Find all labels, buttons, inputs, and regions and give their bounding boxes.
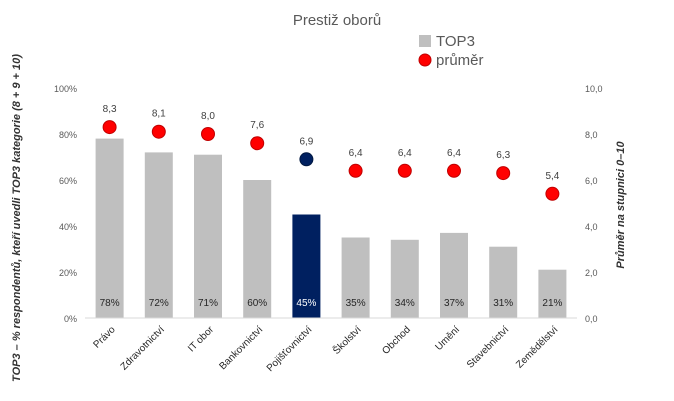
avg-value-label: 8,1 xyxy=(152,109,166,120)
category-label: Právo xyxy=(91,324,118,351)
y-tick-label: 60% xyxy=(59,176,77,186)
y2-axis-label: Průměr na stupnici 0–10 xyxy=(615,141,627,269)
bar-value-label: 37% xyxy=(444,298,464,309)
avg-marker xyxy=(299,152,314,167)
avg-value-label: 6,4 xyxy=(349,148,363,159)
y-tick-label: 80% xyxy=(59,130,77,140)
bar xyxy=(243,180,272,318)
x-axis-categories: Právo Zdravotnictví IT obor Bankovnictví Poj… xyxy=(91,323,560,374)
legend-top3-label: TOP3 xyxy=(436,33,475,50)
bar-value-label: 31% xyxy=(493,298,513,309)
category-label: Zdravotnictví xyxy=(119,324,167,372)
marker-data-labels: 8,3 8,1 8,0 7,6 6,9 6,4 6,4 6,4 6,3 5,4 xyxy=(103,104,560,182)
bar xyxy=(194,154,222,318)
bar xyxy=(292,214,321,318)
bar xyxy=(440,232,468,318)
bar xyxy=(144,152,173,318)
bar-value-label: 34% xyxy=(395,298,415,309)
bar-value-label: 35% xyxy=(346,298,366,309)
y2-tick-label: 8,0 xyxy=(585,130,598,140)
y-tick-label: 0% xyxy=(64,314,77,324)
y-tick-label: 100% xyxy=(54,84,77,94)
bar xyxy=(489,246,518,318)
avg-marker xyxy=(545,186,560,201)
bar-value-label: 71% xyxy=(198,298,218,309)
bar xyxy=(390,239,419,318)
y2-tick-label: 10,0 xyxy=(585,84,603,94)
chart-title: Prestiž oborů xyxy=(293,12,381,29)
y-tick-label: 20% xyxy=(59,268,77,278)
bar-series xyxy=(95,138,567,318)
avg-marker xyxy=(397,163,412,178)
category-label: Školství xyxy=(330,323,364,357)
bar xyxy=(341,237,370,318)
y-axis-ticks: 0% 20% 40% 60% 80% 100% xyxy=(54,84,77,324)
avg-marker xyxy=(348,163,363,178)
avg-value-label: 7,6 xyxy=(250,120,264,131)
bar-value-label: 60% xyxy=(247,298,267,309)
avg-value-label: 8,3 xyxy=(103,104,117,115)
avg-value-label: 5,4 xyxy=(545,171,559,182)
y-tick-label: 40% xyxy=(59,222,77,232)
bar-value-label: 78% xyxy=(100,298,120,309)
avg-value-label: 8,0 xyxy=(201,111,215,122)
avg-marker xyxy=(496,166,511,181)
y2-tick-label: 0,0 xyxy=(585,314,598,324)
avg-marker xyxy=(250,136,265,151)
category-label: Pojišťovnictví xyxy=(265,324,315,374)
bar-value-label: 21% xyxy=(542,298,562,309)
avg-marker xyxy=(151,124,166,139)
legend-prumer-marker xyxy=(418,53,432,67)
avg-value-label: 6,4 xyxy=(398,148,412,159)
legend-prumer-label: průměr xyxy=(436,52,484,69)
avg-value-label: 6,3 xyxy=(496,150,510,161)
avg-value-label: 6,4 xyxy=(447,148,461,159)
category-label: Umění xyxy=(434,324,463,353)
y-axis-label: TOP3 – % respondentů, kteří uvedli TOP3 … xyxy=(11,54,23,382)
bar xyxy=(95,138,124,318)
marker-series xyxy=(102,120,560,201)
avg-marker xyxy=(447,163,461,178)
legend-top3-swatch xyxy=(419,35,431,47)
category-label: Bankovnictví xyxy=(217,324,265,372)
category-label: IT obor xyxy=(186,324,217,355)
avg-marker xyxy=(201,127,215,141)
category-label: Stavebnictví xyxy=(465,324,511,370)
category-label: Obchod xyxy=(380,324,413,357)
y2-axis-ticks: 0,0 2,0 4,0 6,0 8,0 10,0 xyxy=(585,84,603,324)
bar-data-labels: 78% 72% 71% 60% 45% 35% 34% 37% 31% 21% xyxy=(100,298,563,309)
avg-marker xyxy=(102,120,117,135)
category-label: Zemědělství xyxy=(514,324,560,370)
legend: TOP3 průměr xyxy=(418,33,484,69)
bar xyxy=(538,269,567,318)
y2-tick-label: 6,0 xyxy=(585,176,598,186)
bar-value-label: 45% xyxy=(296,298,316,309)
y2-tick-label: 2,0 xyxy=(585,268,598,278)
bar-value-label: 72% xyxy=(149,298,169,309)
avg-value-label: 6,9 xyxy=(299,136,313,147)
y2-tick-label: 4,0 xyxy=(585,222,598,232)
